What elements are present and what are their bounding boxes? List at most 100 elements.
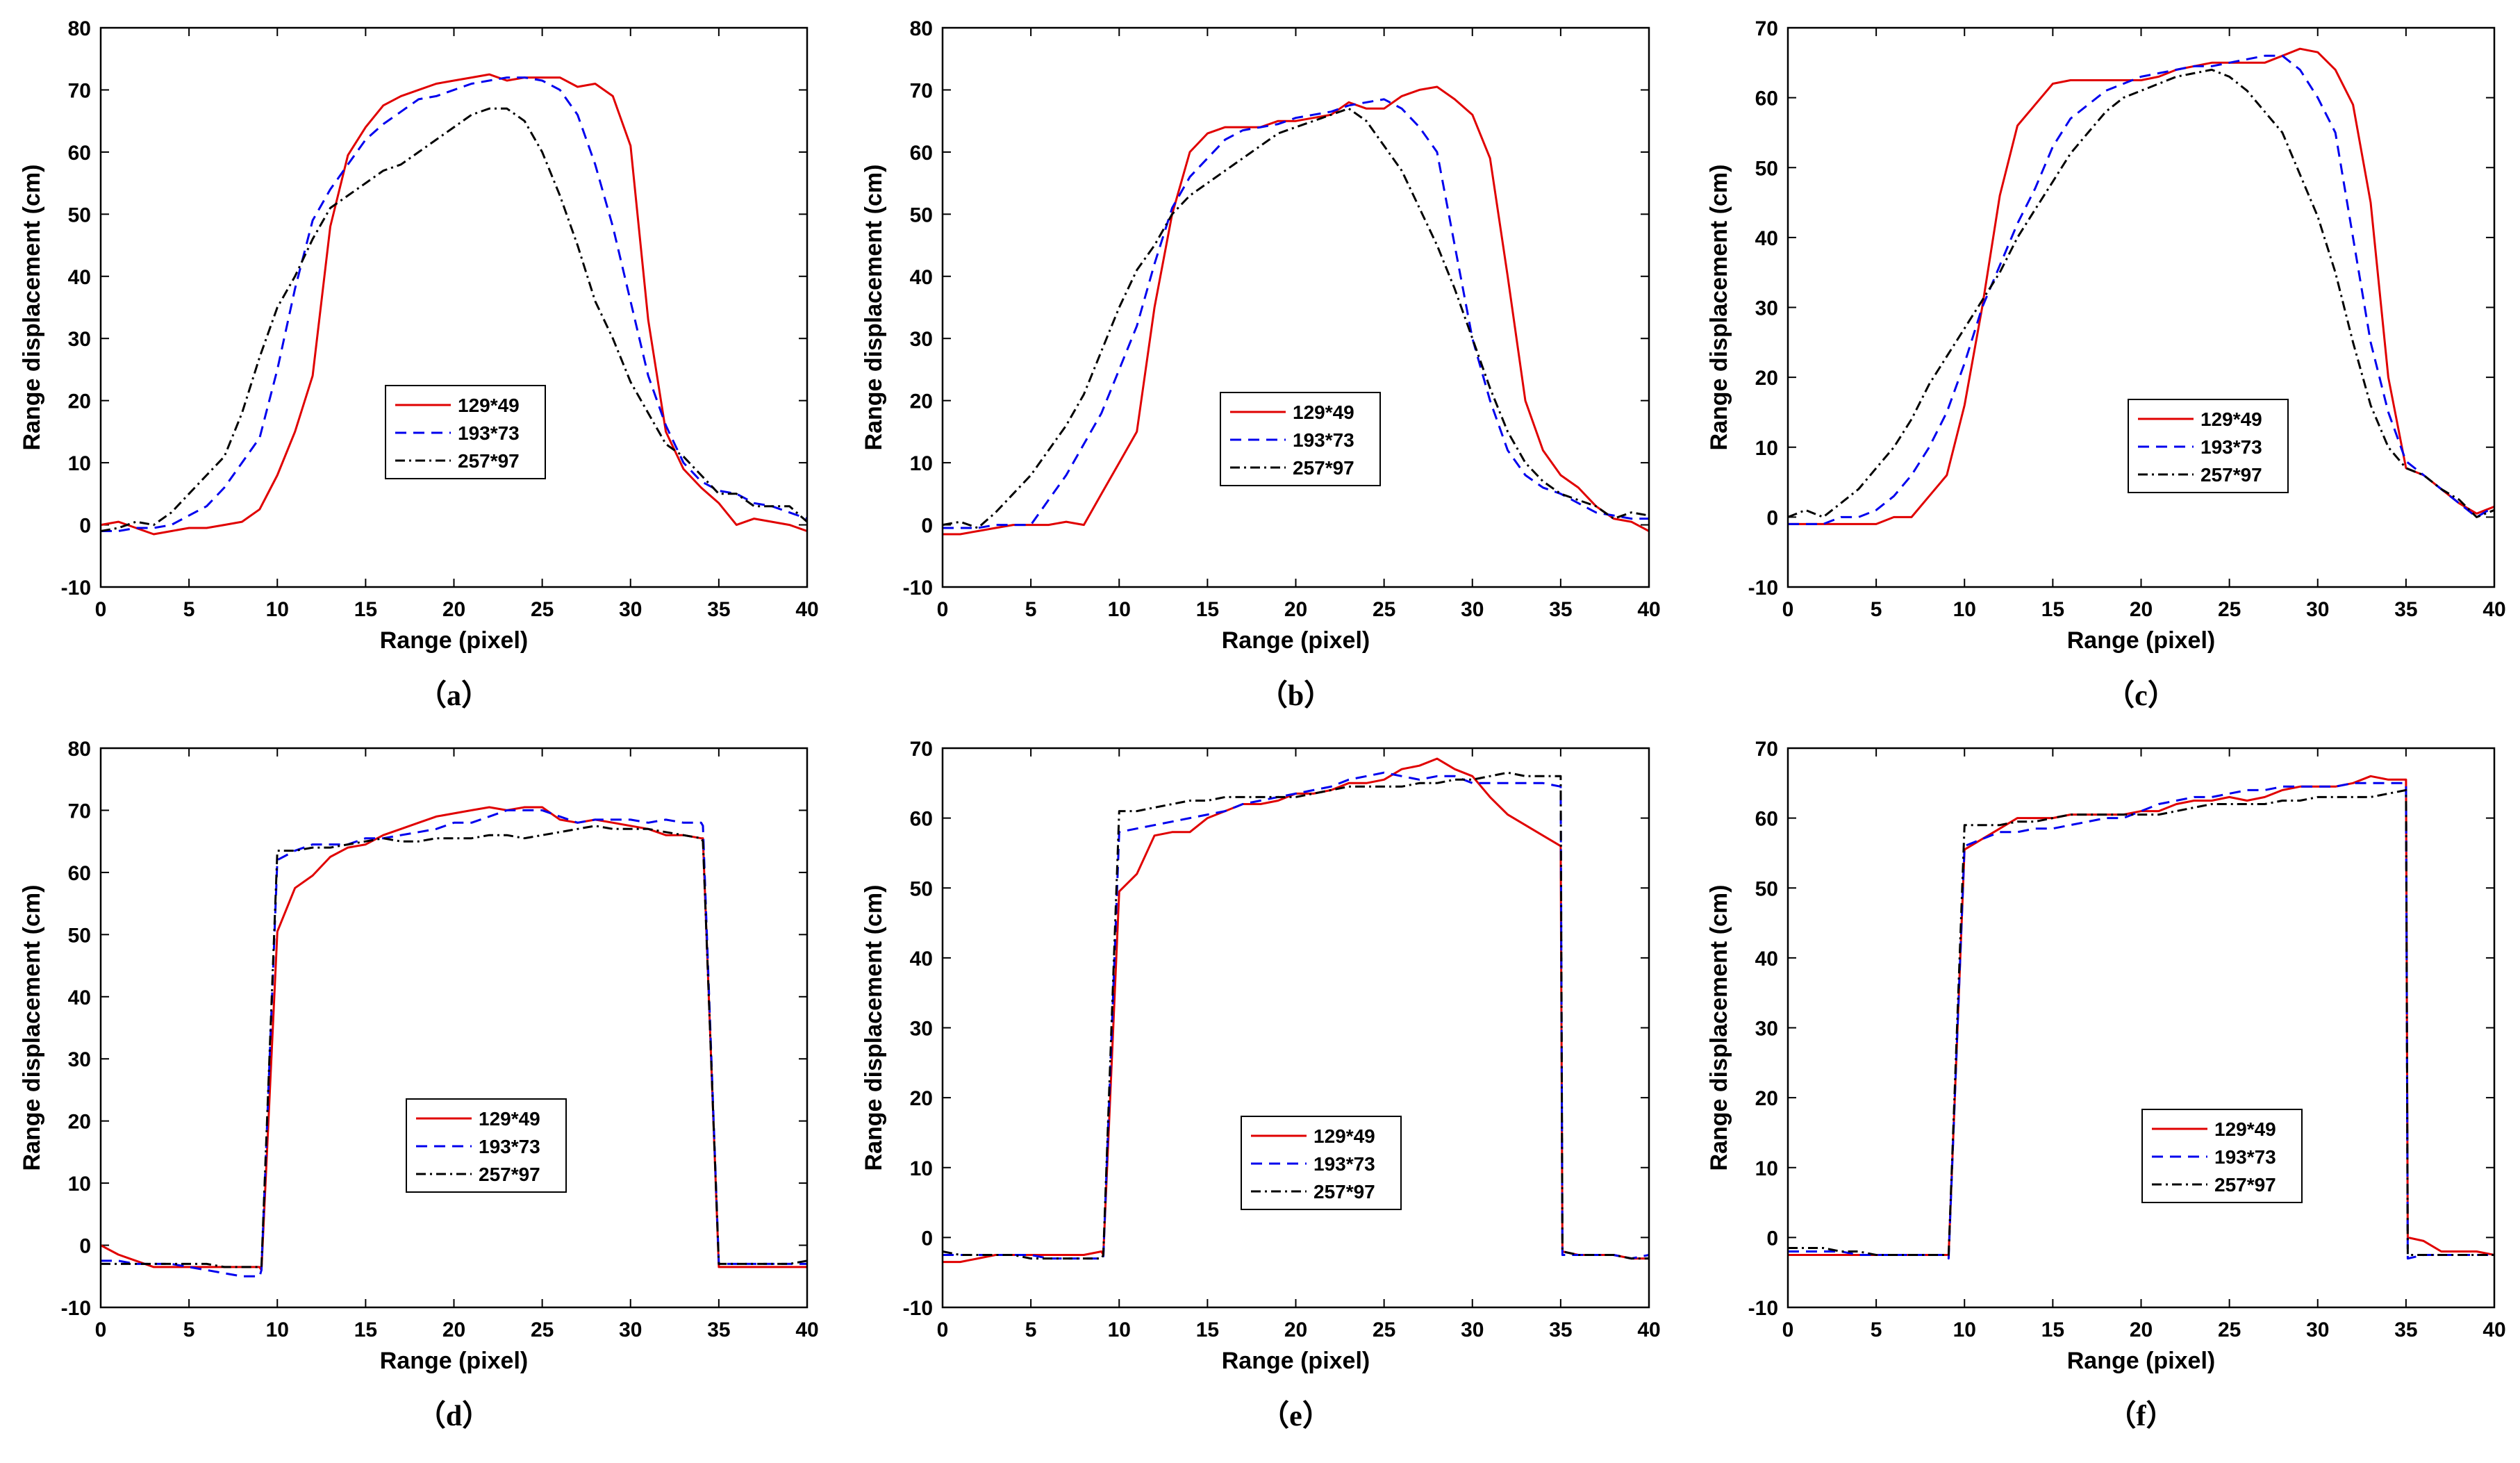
y-axis-label: Range displacement (cm) <box>19 165 45 451</box>
y-axis-label: Range displacement (cm) <box>19 885 45 1171</box>
y-tick-label: 0 <box>921 515 933 538</box>
series-line-257x97 <box>1787 68 2495 518</box>
x-tick-label: 15 <box>2041 1319 2064 1341</box>
series-line-193x73 <box>1788 782 2494 1260</box>
legend-label: 129*49 <box>2214 1118 2276 1140</box>
y-axis-label: Range displacement (cm) <box>861 165 887 451</box>
legend-label: 129*49 <box>1293 402 1354 423</box>
x-axis-label: Range (pixel) <box>380 627 528 654</box>
y-tick-label: 60 <box>1755 88 1778 110</box>
y-tick-label: 60 <box>910 808 933 831</box>
legend-label: 193*73 <box>1313 1153 1375 1175</box>
series-line-129x49 <box>1788 775 2495 1256</box>
x-tick-label: 35 <box>707 598 730 621</box>
y-tick-label: -10 <box>61 577 91 600</box>
y-tick-label: 60 <box>1755 808 1778 831</box>
x-tick-label: 20 <box>2130 1319 2153 1341</box>
x-tick-label: 0 <box>937 1319 949 1341</box>
series-line-193x73 <box>101 809 807 1278</box>
x-tick-label: 0 <box>1782 1319 1794 1341</box>
x-tick-label: 35 <box>2394 1319 2417 1341</box>
x-tick-label: 20 <box>442 598 465 621</box>
y-tick-label: 10 <box>910 1157 933 1180</box>
x-tick-label: 5 <box>1871 598 1882 621</box>
series-line-193x73 <box>101 76 808 532</box>
series-line-129x49 <box>1788 47 2495 525</box>
y-tick-label: 70 <box>68 800 91 823</box>
plot-frame <box>941 747 1650 1309</box>
y-tick-label: -10 <box>1748 1297 1778 1320</box>
legend: 129*49 193*73 257*97 <box>385 385 546 479</box>
y-tick-label: 50 <box>68 924 91 947</box>
x-tick-label: 10 <box>1953 598 1976 621</box>
x-tick-label: 5 <box>183 598 195 621</box>
series-line-129x49 <box>100 73 808 536</box>
chart-e: 0 5 10 15 20 25 30 35 40-10010203040506070Range … <box>861 738 1661 1432</box>
legend-label: 129*49 <box>2200 408 2262 430</box>
x-tick-label: 25 <box>2218 598 2241 621</box>
x-tick-label: 10 <box>266 598 289 621</box>
legend-label: 257*97 <box>479 1164 540 1185</box>
legend: 129*49 193*73 257*97 <box>2141 1109 2303 1203</box>
y-tick-label: 20 <box>1755 367 1778 390</box>
x-axis-label: Range (pixel) <box>2067 1348 2215 1374</box>
plot-frame <box>941 26 1650 588</box>
y-tick-label: 70 <box>68 79 91 102</box>
x-tick-label: 35 <box>707 1319 730 1341</box>
legend-box <box>406 1098 567 1193</box>
y-tick-label: 0 <box>79 515 91 538</box>
y-tick-label: 30 <box>910 328 933 351</box>
y-tick-label: -10 <box>903 577 933 600</box>
legend: 129*49 193*73 257*97 <box>1220 392 1381 486</box>
x-tick-label: 0 <box>95 1319 107 1341</box>
x-tick-label: 15 <box>2041 598 2064 621</box>
y-tick-label: 40 <box>68 266 91 289</box>
legend: 129*49 193*73 257*97 <box>406 1098 567 1193</box>
y-tick-label: 10 <box>1755 1157 1778 1180</box>
x-tick-label: 20 <box>1284 1319 1307 1341</box>
legend-label: 257*97 <box>1293 457 1354 479</box>
x-tick-label: 30 <box>2306 598 2329 621</box>
y-tick-label: 70 <box>910 738 933 761</box>
panel-caption: （c） <box>2105 679 2177 712</box>
legend-label: 193*73 <box>479 1136 540 1157</box>
y-tick-label: 50 <box>68 204 91 226</box>
legend-box <box>1220 392 1381 486</box>
legend-label: 129*49 <box>1313 1125 1375 1147</box>
legend-label: 129*49 <box>479 1108 540 1130</box>
y-tick-label: 10 <box>68 452 91 475</box>
panel-caption: （b） <box>1259 679 1333 712</box>
y-tick-label: 0 <box>921 1227 933 1250</box>
y-tick-label: 50 <box>1755 877 1778 900</box>
series-line-129x49 <box>100 806 807 1271</box>
legend-label: 193*73 <box>2200 436 2262 458</box>
y-tick-label: 80 <box>910 17 933 40</box>
y-tick-label: -10 <box>61 1297 91 1320</box>
series-line-193x73 <box>943 771 1650 1260</box>
panel-caption: （d） <box>417 1400 491 1432</box>
x-tick-label: 30 <box>619 1319 642 1341</box>
x-tick-label: 40 <box>2482 598 2505 621</box>
series-line-257x97 <box>942 107 1650 529</box>
y-tick-label: 60 <box>910 142 933 165</box>
x-axis-label: Range (pixel) <box>2067 627 2215 654</box>
x-tick-label: 35 <box>1549 598 1572 621</box>
y-tick-label: 30 <box>910 1018 933 1041</box>
y-tick-label: 70 <box>1755 17 1778 40</box>
x-tick-label: 25 <box>2218 1319 2241 1341</box>
x-tick-label: 15 <box>1196 1319 1219 1341</box>
y-tick-label: 50 <box>910 877 933 900</box>
x-tick-label: 40 <box>1637 598 1660 621</box>
y-tick-label: 20 <box>910 390 933 413</box>
series-line-193x73 <box>1788 54 2495 525</box>
x-tick-label: 35 <box>1549 1319 1572 1341</box>
x-tick-label: 35 <box>2394 598 2417 621</box>
legend-label: 193*73 <box>458 422 520 444</box>
y-tick-label: 30 <box>1755 1018 1778 1041</box>
y-tick-label: 30 <box>68 328 91 351</box>
x-tick-label: 0 <box>1782 598 1794 621</box>
plot-frame <box>99 747 809 1309</box>
y-tick-label: 10 <box>910 452 933 475</box>
x-tick-label: 0 <box>95 598 107 621</box>
y-axis-label: Range displacement (cm) <box>861 885 887 1171</box>
